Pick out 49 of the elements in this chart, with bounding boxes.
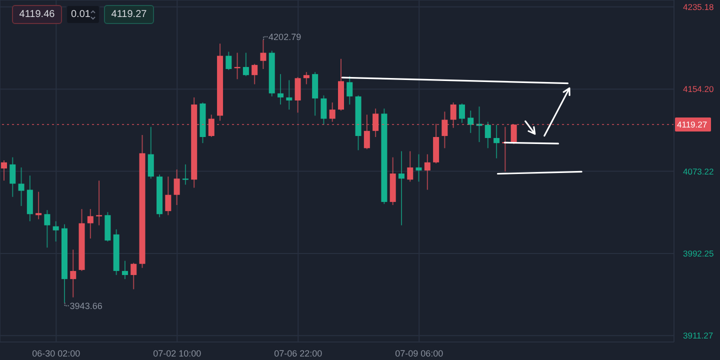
candlestick xyxy=(458,103,465,124)
candlestick xyxy=(1,160,7,182)
candlestick xyxy=(122,260,128,280)
candlestick xyxy=(416,154,422,182)
y-tick-label: 3992.25 xyxy=(683,248,714,258)
candlestick xyxy=(407,150,414,182)
candlestick xyxy=(174,168,180,206)
candlestick xyxy=(320,94,327,126)
x-tick-label: 07-09 06:00 xyxy=(395,348,444,358)
annotation: 4119.27 xyxy=(111,9,147,20)
candlestick xyxy=(148,126,154,180)
candlestick xyxy=(424,154,430,190)
candlestick xyxy=(165,176,172,216)
y-tick-label: 4154.20 xyxy=(683,84,714,94)
candlestick xyxy=(494,124,500,159)
ref-line-label: 4119.27 xyxy=(677,120,708,130)
candlestick xyxy=(87,208,94,239)
candlestick xyxy=(286,80,292,110)
candlestick xyxy=(278,74,284,106)
candlestick xyxy=(484,121,491,149)
annotation: 3943.66 xyxy=(70,300,102,311)
candlestick xyxy=(468,110,474,134)
x-tick-label: 06-30 02:00 xyxy=(32,348,80,358)
candlestick xyxy=(226,51,232,71)
candlestick xyxy=(242,52,249,77)
candlestick xyxy=(18,166,24,207)
candlestick xyxy=(96,180,102,226)
y-tick-label: 3911.27 xyxy=(683,330,714,341)
candlestick xyxy=(303,72,310,85)
candlestick xyxy=(52,220,59,242)
y-tick-label: 4073.22 xyxy=(683,166,714,176)
annotation: 0.01 xyxy=(71,9,90,20)
candlestick xyxy=(260,39,266,70)
annotation: 4202.79 xyxy=(268,32,302,42)
candlestick xyxy=(70,249,76,298)
candlestick xyxy=(36,191,42,220)
candlestick xyxy=(329,102,336,122)
candlestick xyxy=(182,164,188,186)
candlestick xyxy=(252,63,258,85)
candlestick xyxy=(10,156,16,198)
annotation: 4119.46 xyxy=(19,9,55,20)
candlestick xyxy=(130,262,137,290)
candlestick xyxy=(398,150,404,226)
x-tick-label: 07-06 22:00 xyxy=(274,348,322,358)
x-tick-label: 07-02 10:00 xyxy=(153,348,202,358)
y-tick-label: 4235.18 xyxy=(683,2,714,12)
candlestick xyxy=(44,210,50,248)
candlestick xyxy=(346,76,353,106)
candlestick xyxy=(294,76,301,114)
